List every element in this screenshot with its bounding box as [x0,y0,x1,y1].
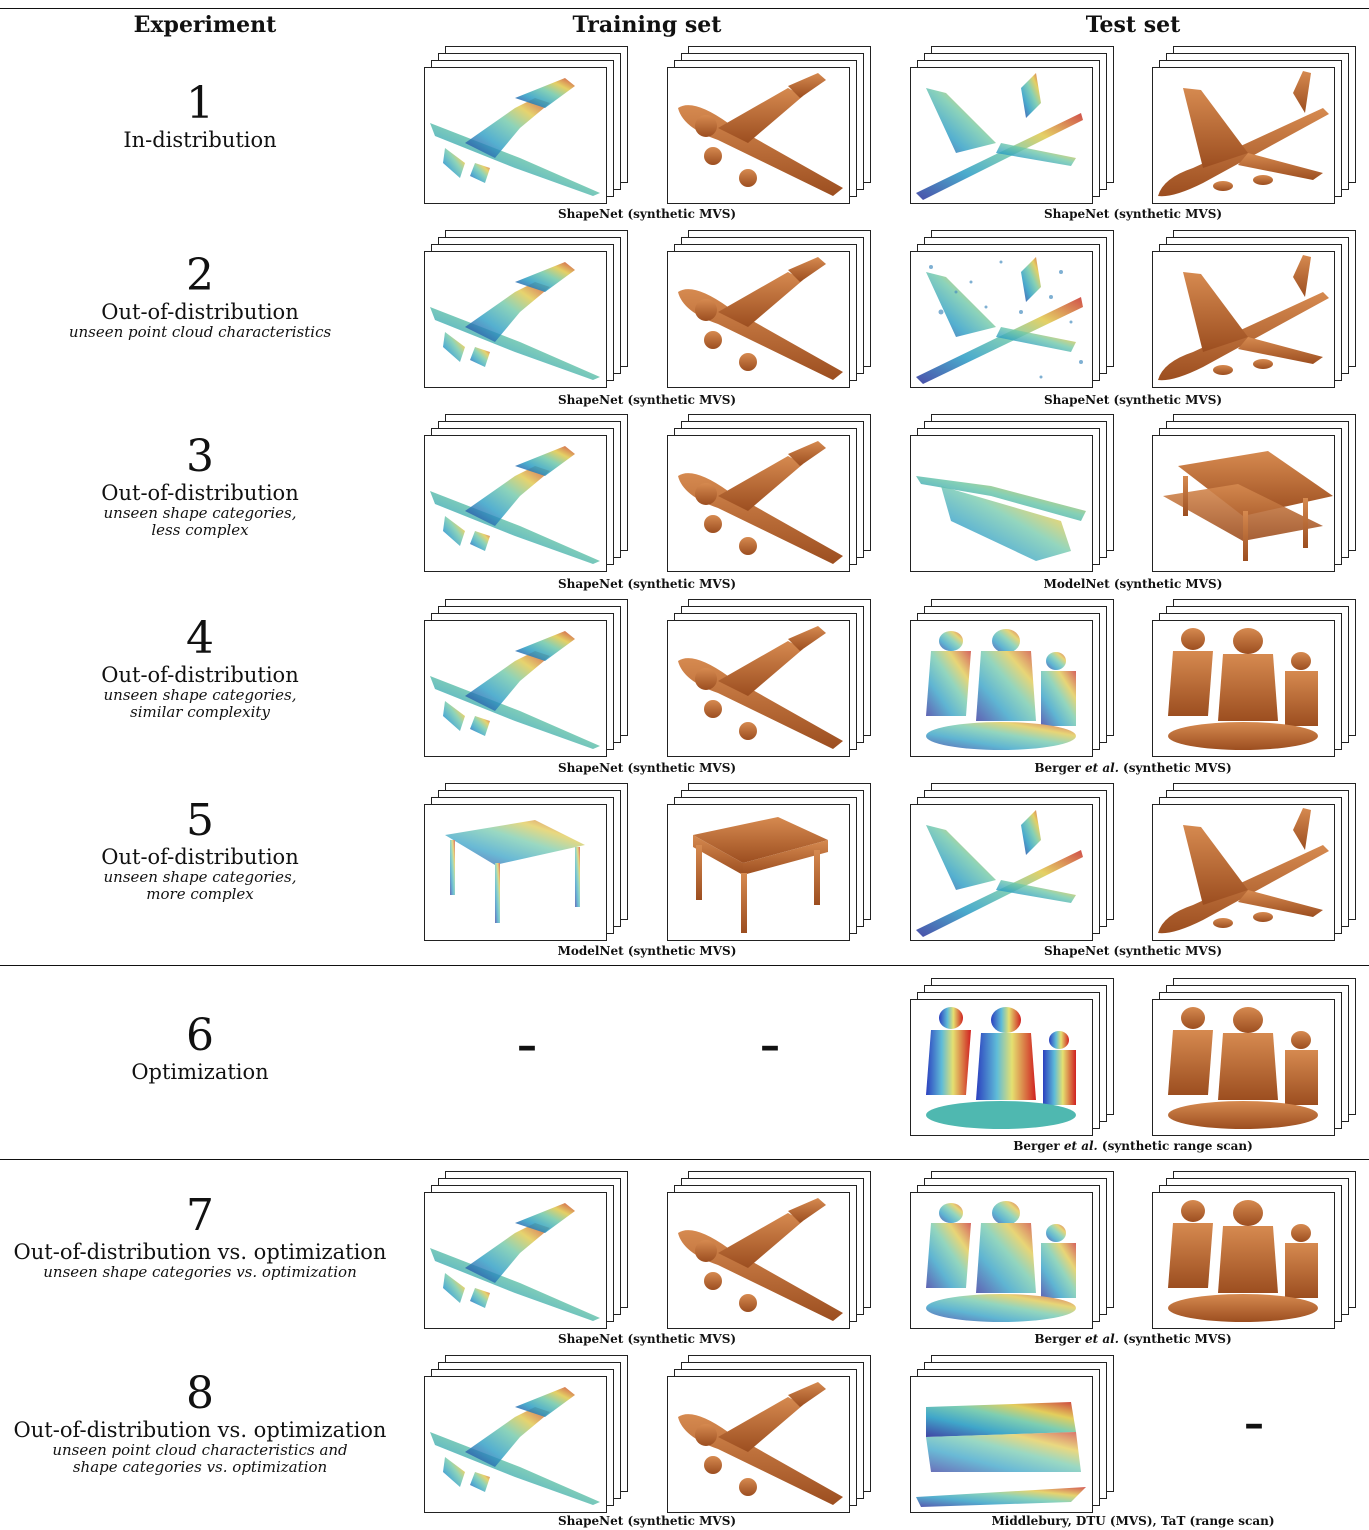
train-mesh-stack [667,780,882,941]
test-mesh-stack [1152,1168,1367,1329]
experiment-subtitle: unseen shape categories vs. optimization [43,1263,357,1281]
header-test-set: Test set [1085,12,1181,38]
experiment-subtitle-2: similar complexity [130,703,270,721]
experiment-subtitle-2: shape categories vs. optimization [72,1458,328,1476]
test-caption: ModelNet (synthetic MVS) [1043,577,1223,591]
test-mesh-stack [1152,596,1367,757]
train-mesh-stack [667,411,882,572]
train-pointcloud-stack [424,1352,639,1513]
row-4-label: 4 Out-of-distribution unseen shape categ… [0,615,400,721]
experiment-subtitle: unseen shape categories, [103,686,297,704]
experiment-title: Out-of-distribution [101,481,299,505]
train-caption: ShapeNet (synthetic MVS) [557,393,737,407]
experiment-number: 2 [186,250,214,301]
experiment-title: Out-of-distribution vs. optimization [13,1418,387,1442]
row-1-label: 1 In-distribution [0,78,400,153]
train-pointcloud-stack [424,596,639,757]
test-pointcloud-stack [910,596,1125,757]
experiment-subtitle: unseen point cloud characteristics [68,323,332,341]
experiment-number: 8 [186,1368,214,1419]
test-caption: ShapeNet (synthetic MVS) [1043,393,1223,407]
experiment-subtitle: unseen point cloud characteristics and [52,1441,348,1459]
header-training-set: Training set [572,12,722,38]
experiment-subtitle: unseen shape categories, [103,868,297,886]
test-pointcloud-stack [910,227,1125,388]
experiment-number: 4 [186,613,214,664]
test-pointcloud-stack [910,411,1125,572]
row-2-label: 2 Out-of-distribution unseen point cloud… [0,252,400,341]
experiment-number: 5 [186,795,214,846]
test-caption: Berger et al. (synthetic MVS) [1034,1332,1232,1346]
test-mesh-stack [1152,975,1367,1136]
test-caption: ShapeNet (synthetic MVS) [1043,207,1223,221]
test-caption: Berger et al. (synthetic MVS) [1034,761,1232,775]
row-5-label: 5 Out-of-distribution unseen shape categ… [0,797,400,903]
experiment-subtitle-2: more complex [146,885,254,903]
test-mesh-stack [1152,780,1367,941]
test-pointcloud-stack [910,1352,1125,1513]
experiment-number: 3 [186,431,214,482]
train-pointcloud-stack [424,780,639,941]
test-mesh-stack [1152,43,1367,204]
test-pointcloud-stack [910,43,1125,204]
row-8-label: 8 Out-of-distribution vs. optimization u… [0,1370,400,1476]
test-pointcloud-stack [910,780,1125,941]
train-caption: ShapeNet (synthetic MVS) [557,761,737,775]
top-rule [0,8,1369,9]
experiment-title: Out-of-distribution [101,300,299,324]
experiment-title: Optimization [131,1060,269,1084]
experiment-subtitle: unseen shape categories, [103,504,297,522]
train-mesh-stack [667,1352,882,1513]
train-empty-dash-2: – [760,1022,780,1069]
experiment-number: 1 [186,78,214,129]
train-pointcloud-stack [424,227,639,388]
train-caption: ShapeNet (synthetic MVS) [557,207,737,221]
test-mesh-stack [1152,227,1367,388]
experiment-title: In-distribution [123,128,277,152]
header-experiment: Experiment [133,12,277,38]
test-mesh-stack [1152,411,1367,572]
experiment-number: 7 [186,1190,214,1241]
train-caption: ShapeNet (synthetic MVS) [557,1514,737,1528]
train-empty-dash: – [517,1022,537,1069]
test-caption: ShapeNet (synthetic MVS) [1043,944,1223,958]
train-caption: ModelNet (synthetic MVS) [557,944,737,958]
train-pointcloud-stack [424,43,639,204]
experiment-title: Out-of-distribution [101,663,299,687]
experiment-subtitle-2: less complex [151,521,249,539]
row-7-label: 7 Out-of-distribution vs. optimization u… [0,1192,400,1281]
test-caption: Middlebury, DTU (MVS), TaT (range scan) [991,1514,1275,1528]
train-mesh-stack [667,227,882,388]
test-empty-dash: – [1244,1400,1264,1447]
train-pointcloud-stack [424,1168,639,1329]
row-6-label: 6 Optimization [0,1010,400,1085]
train-pointcloud-stack [424,411,639,572]
train-caption: ShapeNet (synthetic MVS) [557,1332,737,1346]
section-rule-2 [0,1159,1369,1160]
train-mesh-stack [667,1168,882,1329]
section-rule-1 [0,965,1369,966]
experiment-number: 6 [186,1010,214,1061]
experiment-title: Out-of-distribution [101,845,299,869]
test-pointcloud-stack [910,1168,1125,1329]
train-caption: ShapeNet (synthetic MVS) [557,577,737,591]
train-mesh-stack [667,43,882,204]
row-3-label: 3 Out-of-distribution unseen shape categ… [0,433,400,539]
experiment-title: Out-of-distribution vs. optimization [13,1240,387,1264]
test-pointcloud-stack [910,975,1125,1136]
train-mesh-stack [667,596,882,757]
test-caption: Berger et al. (synthetic range scan) [1013,1139,1253,1153]
